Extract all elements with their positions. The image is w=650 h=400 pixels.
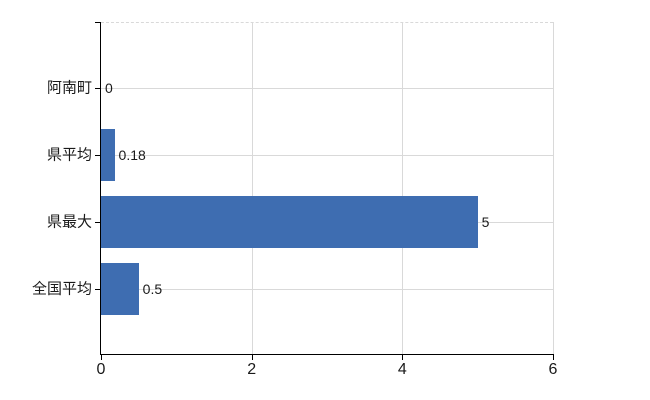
- x-axis-tick: [101, 355, 102, 360]
- horizontal-gridline: [101, 87, 553, 89]
- horizontal-gridline: [101, 154, 553, 156]
- y-axis-tick: [95, 154, 101, 156]
- x-axis-tick: [553, 355, 554, 360]
- value-label: 0: [105, 79, 113, 96]
- value-label: 0.18: [118, 146, 146, 163]
- category-label: 県平均: [46, 146, 92, 163]
- y-axis-tick: [95, 288, 101, 290]
- category-label: 阿南町: [46, 79, 92, 96]
- x-axis-tick: [402, 355, 404, 360]
- y-axis-end-tick: [95, 22, 101, 23]
- y-axis-tick: [95, 87, 101, 89]
- x-axis-tick-label: 4: [397, 361, 407, 378]
- x-axis-tick-label: 0: [96, 361, 106, 378]
- vertical-gridline: [251, 22, 253, 354]
- category-label: 県最大: [46, 213, 92, 230]
- value-label: 5: [481, 213, 490, 230]
- bar: [101, 262, 139, 315]
- vertical-gridline: [402, 22, 404, 354]
- y-axis-tick: [95, 221, 101, 223]
- plot-area: 0 0.18 5 0.5: [101, 22, 554, 354]
- vertical-gridline: [553, 22, 554, 354]
- x-axis-tick-label: 6: [548, 361, 558, 378]
- x-axis-tick-label: 2: [247, 361, 257, 378]
- value-label: 0.5: [142, 280, 163, 297]
- bar: [101, 195, 478, 248]
- bar: [101, 128, 115, 181]
- horizontal-gridline: [101, 288, 553, 290]
- y-axis-line: [100, 22, 101, 355]
- category-label: 全国平均: [31, 280, 92, 297]
- x-axis-line: [100, 354, 554, 355]
- x-axis-tick: [251, 355, 253, 360]
- plot-top-border: [101, 22, 553, 23]
